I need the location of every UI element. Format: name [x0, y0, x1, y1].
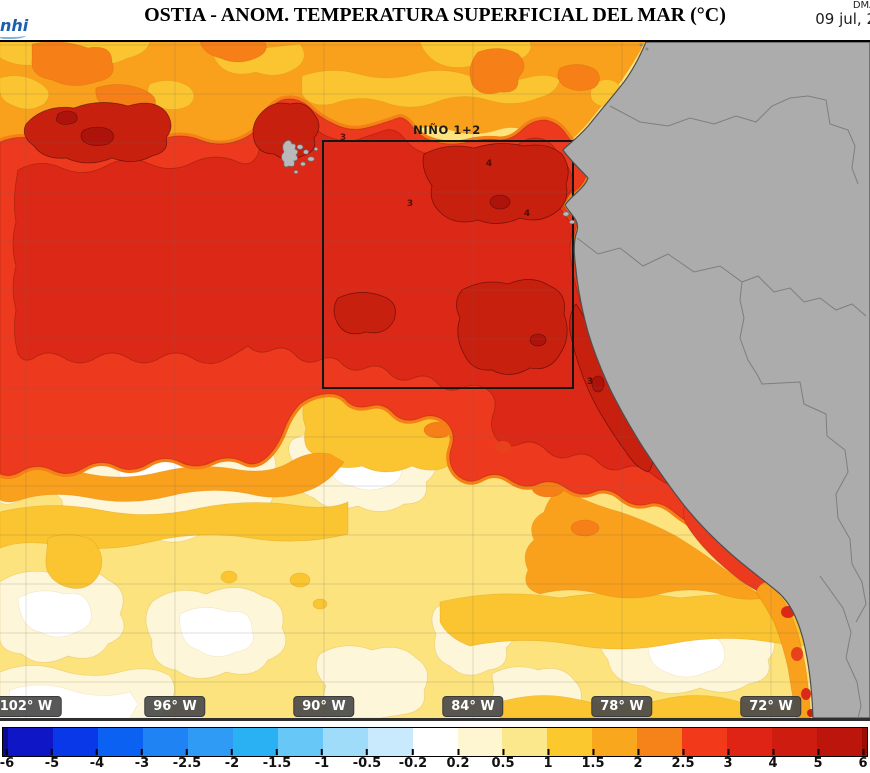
- contour-label: 3: [586, 377, 594, 387]
- longitude-label-78w: 78° W: [591, 696, 653, 717]
- country-borders: [576, 95, 867, 718]
- longitude-label-102w: 102° W: [0, 696, 62, 717]
- colorbar-tick: 1.5: [581, 749, 604, 771]
- colorbar-tick: -4: [90, 749, 104, 771]
- contour-label: 3: [406, 199, 414, 209]
- nino12-region-label: NIÑO 1+2: [413, 123, 481, 137]
- contour-label: 3: [339, 133, 347, 143]
- colorbar-tick: -1.5: [263, 749, 291, 771]
- colorbar-tick: 2.5: [671, 749, 694, 771]
- colorbar-tick: 6: [858, 749, 867, 771]
- galapagos-islands: [281, 140, 575, 225]
- contour-label: 4: [485, 159, 493, 169]
- longitude-label-90w: 90° W: [293, 696, 355, 717]
- colorbar-tick: -2: [225, 749, 239, 771]
- senamhi-logo: nhi: [0, 16, 28, 39]
- colorbar-under-cap: [3, 728, 8, 756]
- header-meta: DMA 09 jul, 2: [815, 0, 870, 28]
- colorbar-tick: -0.2: [399, 749, 427, 771]
- longitude-label-72w: 72° W: [740, 696, 802, 717]
- header: nhi OSTIA - ANOM. TEMPERATURA SUPERFICIA…: [0, 0, 870, 40]
- colorbar-over-cap: [862, 728, 868, 756]
- longitude-label-84w: 84° W: [442, 696, 504, 717]
- colorbar-tick: 1: [543, 749, 552, 771]
- land: [562, 42, 870, 718]
- colorbar-tick: -2.5: [173, 749, 201, 771]
- colorbar-tick: -1: [315, 749, 329, 771]
- colorbar-tick: -5: [45, 749, 59, 771]
- colorbar-segment: [817, 728, 863, 756]
- map-panel: NIÑO 1+2 3 4 3 4 3 102° W 96° W 90° W 84…: [0, 40, 870, 721]
- longitude-label-96w: 96° W: [144, 696, 206, 717]
- date-label: 09 jul, 2: [815, 10, 870, 28]
- colorbar-segment: [772, 728, 818, 756]
- colorbar: -6 -5 -4 -3 -2.5 -2 -1.5 -1 -0.5 -0.2 0.…: [0, 727, 870, 773]
- figure-title: OSTIA - ANOM. TEMPERATURA SUPERFICIAL DE…: [144, 4, 726, 26]
- colorbar-tick: 0.2: [446, 749, 469, 771]
- colorbar-tick: 0.5: [491, 749, 514, 771]
- colorbar-segment: [727, 728, 773, 756]
- colorbar-tick: -0.5: [353, 749, 381, 771]
- colorbar-tick: 5: [813, 749, 822, 771]
- nino12-box: [322, 140, 574, 389]
- colorbar-tick: -3: [135, 749, 149, 771]
- sst-anomaly-map: [0, 42, 870, 718]
- agency-label: DMA: [852, 0, 870, 11]
- colorbar-tick: 3: [723, 749, 732, 771]
- coastal-islets: [639, 43, 649, 51]
- contour-label: 4: [523, 209, 531, 219]
- colorbar-tick-labels: -6 -5 -4 -3 -2.5 -2 -1.5 -1 -0.5 -0.2 0.…: [0, 749, 870, 773]
- colorbar-tick: 2: [633, 749, 642, 771]
- colorbar-tick: -6: [0, 749, 14, 771]
- colorbar-tick: 4: [768, 749, 777, 771]
